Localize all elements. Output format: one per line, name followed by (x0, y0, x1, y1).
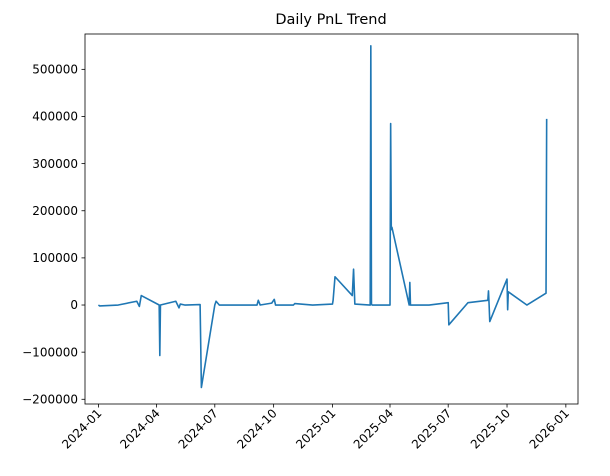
y-tick-label: 400000 (32, 110, 78, 124)
series-line (97, 44, 548, 389)
x-axis: 2024-01 2024-04 2024-07 2024-10 2025-01 2025-… (59, 404, 572, 452)
x-tick-label: 2025-01 (293, 406, 338, 451)
x-tick-label: 2025-04 (351, 406, 396, 451)
x-tick-label: 2025-07 (409, 406, 454, 451)
y-axis: −200000 −100000 0 100000 200000 300000 400000 5… (22, 63, 85, 406)
x-tick-label: 2024-10 (234, 406, 279, 451)
x-tick-label: 2024-04 (117, 406, 162, 451)
x-tick-label: 2024-01 (59, 406, 104, 451)
plot-area (84, 33, 579, 405)
x-tick-label: 2025-10 (468, 406, 513, 451)
y-tick-label: −100000 (22, 345, 78, 359)
y-tick-label: 0 (70, 298, 78, 312)
y-tick-label: −200000 (22, 392, 78, 406)
x-tick-label: 2026-01 (527, 406, 572, 451)
y-tick-label: 200000 (32, 204, 78, 218)
y-tick-label: 100000 (32, 251, 78, 265)
y-tick-label: 300000 (32, 157, 78, 171)
x-tick-label: 2024-07 (176, 406, 221, 451)
y-tick-label: 500000 (32, 63, 78, 77)
plot-frame (84, 33, 579, 405)
chart-title: Daily PnL Trend (275, 12, 386, 28)
